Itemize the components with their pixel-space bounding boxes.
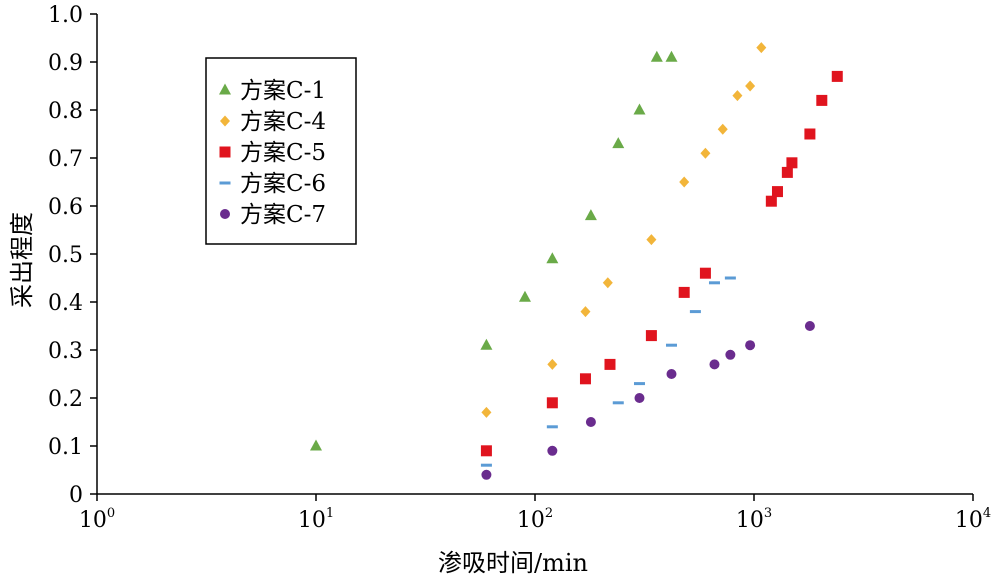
- data-point: [765, 195, 777, 207]
- data-point: [700, 147, 711, 159]
- y-tick-label: 0: [69, 483, 83, 508]
- y-tick-label: 0.5: [48, 243, 83, 268]
- data-point: [579, 373, 591, 385]
- legend-marker: [219, 83, 231, 95]
- y-tick-label: 0.2: [48, 387, 83, 412]
- x-tick-label: 103: [736, 506, 772, 533]
- data-point: [699, 267, 711, 279]
- data-point: [480, 338, 493, 350]
- legend-item: 方案C-6: [219, 171, 326, 197]
- data-point: [546, 397, 558, 409]
- data-point: [781, 166, 793, 178]
- legend-marker: [220, 115, 230, 127]
- legend-marker: [219, 146, 231, 158]
- x-tick-label: 100: [79, 506, 115, 533]
- data-point: [650, 50, 663, 62]
- y-axis-title: 采出程度: [8, 212, 36, 308]
- data-point: [786, 157, 798, 169]
- y-tick-label: 0.3: [48, 339, 83, 364]
- data-point: [725, 349, 736, 360]
- series: [480, 70, 843, 457]
- legend-item: 方案C-4: [220, 109, 326, 135]
- data-point: [665, 50, 678, 62]
- data-point: [816, 94, 828, 106]
- data-point: [804, 128, 816, 140]
- legend-box: [205, 57, 357, 245]
- data-point: [518, 290, 531, 302]
- data-point: [480, 445, 492, 457]
- legend-label: 方案C-1: [240, 78, 326, 104]
- x-tick-label: 104: [955, 506, 991, 533]
- legend-label: 方案C-5: [240, 140, 326, 166]
- legend: 方案C-1 方案C-4 方案C-5 方案C-6 方案C-7: [205, 57, 357, 245]
- data-point: [678, 286, 690, 298]
- y-tick-label: 0.1: [48, 435, 83, 460]
- data-point: [756, 42, 767, 54]
- legend-label: 方案C-4: [240, 109, 326, 135]
- y-tick-label: 0.6: [48, 195, 83, 220]
- series: [480, 276, 736, 467]
- legend-item: 方案C-7: [220, 202, 326, 228]
- axes: 0 0.1 0.2 0.3 0.4 0.5 0.6 0.7 0.8 0.9 1.0 100 101 102…: [48, 3, 991, 533]
- legend-item: 方案C-1: [219, 78, 326, 104]
- data-point: [585, 417, 596, 427]
- legend-marker: [220, 209, 230, 219]
- data-point: [679, 176, 690, 188]
- data-point: [732, 90, 743, 102]
- data-point: [547, 358, 558, 370]
- data-point: [689, 310, 701, 314]
- data-point: [745, 340, 756, 351]
- x-tick-label: 102: [517, 506, 553, 533]
- legend-label: 方案C-6: [240, 171, 326, 197]
- data-point: [481, 406, 492, 418]
- data-point: [584, 209, 597, 221]
- series: [310, 50, 678, 451]
- data-point: [831, 70, 843, 82]
- data-point: [547, 445, 558, 456]
- data-point: [665, 343, 677, 347]
- data-point: [633, 103, 646, 115]
- legend-label: 方案C-7: [240, 202, 326, 228]
- series: [481, 321, 815, 480]
- y-tick-label: 0.7: [48, 147, 83, 172]
- data-point: [646, 234, 657, 246]
- legend-marker: [219, 181, 231, 185]
- legend-item: 方案C-5: [219, 140, 326, 166]
- data-point: [724, 276, 736, 280]
- data-point: [717, 123, 728, 135]
- data-points: [310, 42, 843, 480]
- y-tick-label: 0.8: [48, 99, 83, 124]
- data-point: [602, 277, 613, 289]
- y-tick-label: 0.9: [48, 51, 83, 76]
- y-tick-label: 0.4: [48, 291, 83, 316]
- data-point: [604, 358, 616, 370]
- data-point: [481, 469, 492, 480]
- data-point: [480, 463, 492, 467]
- series: [481, 42, 767, 418]
- x-axis-title: 渗吸时间/min: [438, 549, 588, 577]
- data-point: [633, 382, 645, 386]
- data-point: [709, 359, 720, 370]
- data-point: [546, 425, 558, 429]
- data-point: [634, 393, 645, 403]
- y-tick-label: 1.0: [48, 3, 83, 28]
- data-point: [708, 281, 720, 285]
- data-point: [771, 186, 783, 198]
- x-tick-label: 101: [298, 506, 334, 533]
- data-point: [310, 439, 322, 451]
- data-point: [645, 330, 657, 342]
- data-point: [546, 252, 559, 264]
- data-point: [666, 369, 677, 379]
- data-point: [612, 137, 625, 149]
- data-point: [580, 306, 591, 318]
- data-point: [804, 321, 815, 331]
- data-point: [745, 80, 756, 92]
- data-point: [612, 401, 624, 405]
